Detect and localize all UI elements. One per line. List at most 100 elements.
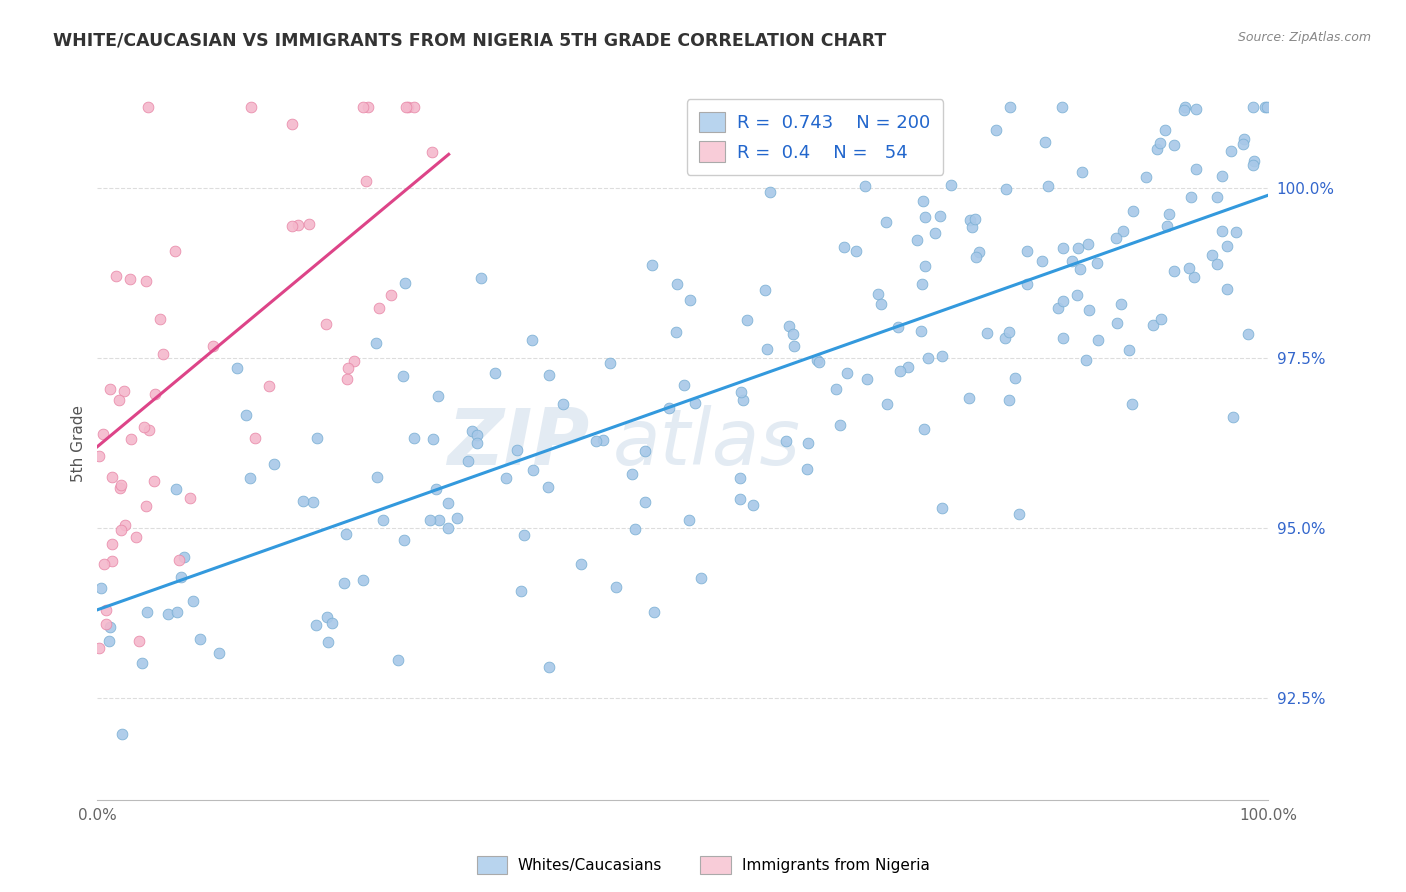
Point xyxy=(689,571,711,585)
Point xyxy=(240,100,263,114)
Point xyxy=(108,393,131,408)
Point xyxy=(128,634,150,648)
Point xyxy=(1105,316,1128,330)
Point xyxy=(1017,277,1039,291)
Point xyxy=(1178,260,1201,275)
Point xyxy=(912,422,935,436)
Point xyxy=(1074,352,1097,367)
Point xyxy=(1185,161,1208,176)
Point xyxy=(889,364,911,378)
Point xyxy=(437,520,460,534)
Point xyxy=(484,366,506,380)
Point xyxy=(368,301,391,316)
Point xyxy=(941,178,963,193)
Point xyxy=(1066,241,1088,255)
Point xyxy=(281,219,304,233)
Point xyxy=(110,478,132,492)
Point xyxy=(1031,254,1053,268)
Legend: Whites/Caucasians, Immigrants from Nigeria: Whites/Caucasians, Immigrants from Niger… xyxy=(471,850,935,880)
Point xyxy=(380,288,402,302)
Point xyxy=(569,557,592,571)
Point xyxy=(969,245,991,260)
Point xyxy=(1122,204,1144,219)
Point xyxy=(924,226,946,240)
Point xyxy=(887,319,910,334)
Point xyxy=(354,173,377,187)
Point xyxy=(420,145,443,160)
Point xyxy=(1050,100,1073,114)
Point xyxy=(1121,397,1143,411)
Point xyxy=(93,557,115,571)
Point xyxy=(1163,264,1185,278)
Point xyxy=(281,116,304,130)
Point xyxy=(239,471,262,485)
Point xyxy=(305,618,328,632)
Point xyxy=(446,511,468,525)
Point xyxy=(834,240,856,254)
Point xyxy=(422,432,444,446)
Point xyxy=(931,501,953,516)
Point xyxy=(824,383,846,397)
Point xyxy=(866,286,889,301)
Point xyxy=(366,469,388,483)
Point xyxy=(392,533,415,548)
Point xyxy=(1105,231,1128,245)
Point xyxy=(1211,169,1233,183)
Point xyxy=(305,431,328,445)
Point xyxy=(135,274,157,288)
Point xyxy=(1174,100,1197,114)
Point xyxy=(994,331,1017,345)
Point xyxy=(998,325,1021,339)
Point xyxy=(976,326,998,340)
Point xyxy=(742,498,765,512)
Point xyxy=(1154,123,1177,137)
Point xyxy=(1062,254,1084,268)
Point xyxy=(1046,301,1069,315)
Point xyxy=(731,393,754,408)
Point xyxy=(112,384,135,398)
Point xyxy=(520,333,543,347)
Point xyxy=(756,342,779,356)
Point xyxy=(665,277,688,291)
Point xyxy=(315,317,337,331)
Point xyxy=(1135,169,1157,184)
Point xyxy=(782,326,804,341)
Point xyxy=(404,431,426,445)
Point xyxy=(470,271,492,285)
Legend: R =  0.743    N = 200, R =  0.4    N =   54: R = 0.743 N = 200, R = 0.4 N = 54 xyxy=(686,99,943,175)
Point xyxy=(1077,236,1099,251)
Point xyxy=(1232,136,1254,151)
Point xyxy=(1241,158,1264,172)
Point xyxy=(1201,247,1223,261)
Point xyxy=(136,605,159,619)
Point xyxy=(167,552,190,566)
Point xyxy=(402,100,425,114)
Point xyxy=(537,479,560,493)
Point xyxy=(465,428,488,442)
Point xyxy=(678,513,700,527)
Point xyxy=(592,434,614,448)
Point xyxy=(728,491,751,506)
Point xyxy=(292,494,315,508)
Point xyxy=(994,182,1017,196)
Point xyxy=(165,483,187,497)
Point xyxy=(910,324,932,338)
Point xyxy=(343,354,366,368)
Point xyxy=(1052,293,1074,308)
Point xyxy=(149,312,172,326)
Point xyxy=(965,212,987,227)
Point xyxy=(641,258,664,272)
Point xyxy=(298,218,321,232)
Point xyxy=(396,100,419,114)
Point xyxy=(1222,410,1244,425)
Point xyxy=(188,632,211,647)
Point xyxy=(357,100,380,114)
Point xyxy=(457,454,479,468)
Point xyxy=(1163,137,1185,152)
Point xyxy=(173,550,195,565)
Point xyxy=(998,100,1021,114)
Y-axis label: 5th Grade: 5th Grade xyxy=(72,405,86,482)
Point xyxy=(114,518,136,533)
Point xyxy=(1066,288,1088,302)
Point xyxy=(366,336,388,351)
